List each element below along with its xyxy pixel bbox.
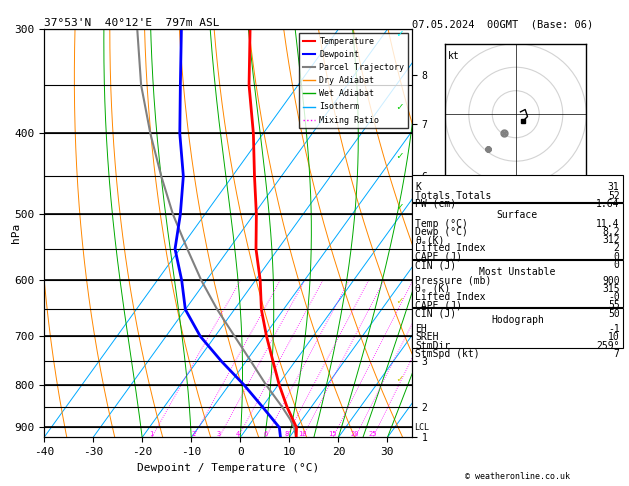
Text: ✓: ✓ [396,202,403,211]
Text: Lifted Index: Lifted Index [415,243,486,254]
Text: 10: 10 [298,432,307,437]
Text: LCL: LCL [415,423,430,432]
Text: 50: 50 [608,309,620,319]
Text: θₑ(K): θₑ(K) [415,235,445,245]
Text: 900: 900 [602,276,620,286]
Text: Pressure (mb): Pressure (mb) [415,276,491,286]
Text: 259°: 259° [596,341,620,351]
Text: CAPE (J): CAPE (J) [415,252,462,262]
Text: 8.2: 8.2 [602,227,620,237]
Text: K: K [415,182,421,192]
Text: 4: 4 [236,432,240,437]
Text: kt: kt [448,51,460,61]
Text: 8: 8 [284,432,288,437]
Text: 1.64: 1.64 [596,199,620,209]
Text: SREH: SREH [415,332,438,343]
Text: 7: 7 [614,349,620,359]
Text: 37°53'N  40°12'E  797m ASL: 37°53'N 40°12'E 797m ASL [44,18,220,28]
Text: 25: 25 [369,432,377,437]
Text: Dewp (°C): Dewp (°C) [415,227,468,237]
Text: 2: 2 [614,243,620,254]
Text: CIN (J): CIN (J) [415,309,456,319]
Text: 312: 312 [602,235,620,245]
Text: θₑ (K): θₑ (K) [415,284,450,294]
Text: ✓: ✓ [396,102,403,112]
Text: 20: 20 [351,432,359,437]
Text: ✓: ✓ [396,296,403,306]
Text: 07.05.2024  00GMT  (Base: 06): 07.05.2024 00GMT (Base: 06) [412,19,593,30]
Text: ✓: ✓ [396,151,403,160]
Text: Lifted Index: Lifted Index [415,292,486,302]
Text: 15: 15 [328,432,337,437]
Text: 2: 2 [191,432,196,437]
Text: ✓: ✓ [396,374,403,384]
Text: 0: 0 [614,260,620,270]
Text: Hodograph: Hodograph [491,315,544,326]
Text: -1: -1 [608,324,620,334]
Text: 3: 3 [217,432,221,437]
Y-axis label: km
ASL: km ASL [430,225,452,242]
Text: hPa: hPa [11,223,21,243]
Text: 0: 0 [614,252,620,262]
Text: 1: 1 [150,432,154,437]
Text: EH: EH [415,324,427,334]
Text: Most Unstable: Most Unstable [479,267,555,277]
Text: Surface: Surface [497,210,538,220]
Text: StmSpd (kt): StmSpd (kt) [415,349,480,359]
Text: StmDir: StmDir [415,341,450,351]
Text: 315: 315 [602,284,620,294]
Text: 6: 6 [264,432,268,437]
Text: Totals Totals: Totals Totals [415,191,491,201]
Text: PW (cm): PW (cm) [415,199,456,209]
Text: -0: -0 [608,292,620,302]
Text: 10: 10 [608,332,620,343]
X-axis label: Dewpoint / Temperature (°C): Dewpoint / Temperature (°C) [137,463,319,473]
Text: 11.4: 11.4 [596,219,620,229]
Text: Temp (°C): Temp (°C) [415,219,468,229]
Legend: Temperature, Dewpoint, Parcel Trajectory, Dry Adiabat, Wet Adiabat, Isotherm, Mi: Temperature, Dewpoint, Parcel Trajectory… [299,34,408,128]
Text: CAPE (J): CAPE (J) [415,300,462,311]
Text: © weatheronline.co.uk: © weatheronline.co.uk [465,472,570,481]
Text: 52: 52 [608,191,620,201]
Text: CIN (J): CIN (J) [415,260,456,270]
Text: ✓: ✓ [396,29,403,39]
Text: 55: 55 [608,300,620,311]
Text: 31: 31 [608,182,620,192]
